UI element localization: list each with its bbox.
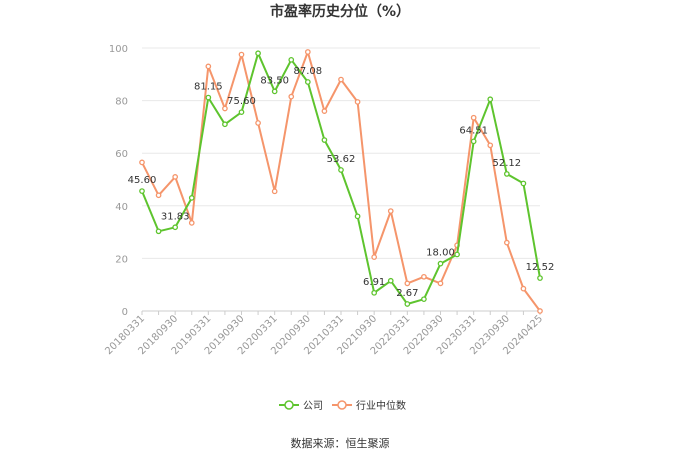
data-point — [520, 180, 527, 187]
data-point — [454, 251, 460, 258]
data-point — [155, 228, 162, 235]
data-point — [487, 96, 494, 103]
data-point — [139, 159, 145, 166]
data-point — [338, 167, 344, 173]
x-axis: 2018033120180930201903312019093020200331… — [103, 310, 545, 357]
data-point — [387, 208, 394, 214]
data-point — [321, 137, 328, 143]
y-tick-label: 60 — [115, 149, 128, 160]
data-label: 2.67 — [396, 288, 418, 299]
data-point — [404, 280, 411, 287]
data-point — [421, 273, 427, 280]
data-label: 45.60 — [128, 175, 157, 186]
y-tick-label: 0 — [122, 307, 128, 318]
data-point — [520, 285, 527, 292]
legend[interactable]: 公司 行业中位数 — [279, 399, 406, 412]
data-point — [421, 296, 427, 303]
data-point — [222, 121, 228, 128]
data-point — [437, 260, 444, 267]
data-point — [188, 195, 195, 201]
data-point — [470, 114, 477, 121]
chart-title: 市盈率历史分位（%） — [270, 3, 410, 20]
data-point — [354, 99, 361, 105]
data-point — [271, 88, 278, 95]
data-point — [255, 50, 261, 57]
data-label: 31.83 — [161, 211, 190, 222]
data-label: 6.91 — [363, 277, 385, 288]
data-point — [354, 213, 361, 220]
data-point — [288, 93, 295, 100]
y-tick-label: 80 — [115, 97, 128, 108]
data-point — [487, 142, 494, 149]
y-tick-label: 20 — [115, 254, 128, 265]
data-label: 81.15 — [194, 82, 223, 93]
data-point — [205, 94, 212, 101]
data-point — [470, 138, 477, 145]
data-point — [437, 280, 444, 287]
data-label: 53.62 — [327, 154, 356, 165]
y-tick-label: 40 — [115, 202, 128, 213]
data-labels: 45.60 31.83 81.15 75.60 83.50 87.08 53.62 6.91 2… — [128, 66, 555, 299]
data-point — [404, 301, 411, 307]
y-axis: 0 20 40 60 80 100 — [109, 44, 128, 318]
data-point — [503, 171, 510, 177]
data-point — [321, 108, 328, 114]
legend-item-1[interactable]: 行业中位数 — [332, 399, 406, 412]
data-label: 18.00 — [426, 248, 455, 259]
data-point — [387, 277, 394, 284]
data-point — [188, 220, 195, 226]
data-point — [238, 51, 245, 58]
data-point — [155, 192, 162, 199]
legend-marker — [337, 400, 347, 410]
data-point — [371, 254, 378, 260]
data-point — [537, 275, 543, 281]
data-label: 83.50 — [260, 75, 289, 86]
data-label: 52.12 — [493, 158, 522, 169]
data-point — [172, 174, 179, 180]
source-note: 数据来源：恒生聚源 — [291, 436, 390, 450]
data-point — [222, 105, 228, 112]
data-point — [304, 49, 311, 55]
legend-label: 公司 — [303, 401, 323, 412]
data-label: 75.60 — [227, 96, 256, 107]
y-tick-label: 100 — [109, 44, 128, 55]
data-point — [371, 289, 378, 296]
legend-item-0[interactable]: 公司 — [279, 400, 323, 412]
data-point — [503, 239, 510, 246]
data-point — [271, 188, 278, 195]
data-point — [304, 79, 311, 85]
data-point — [238, 109, 245, 116]
data-point — [255, 120, 261, 126]
data-point — [288, 56, 295, 63]
data-label: 12.52 — [526, 262, 555, 273]
data-point — [537, 308, 543, 314]
data-point — [139, 188, 145, 194]
data-point — [172, 224, 179, 231]
series-layer — [139, 49, 543, 314]
data-point — [205, 63, 212, 70]
legend-marker — [284, 400, 294, 410]
data-point — [338, 76, 344, 83]
data-label: 87.08 — [294, 66, 323, 77]
legend-label: 行业中位数 — [356, 399, 406, 412]
data-label: 64.51 — [459, 125, 488, 136]
